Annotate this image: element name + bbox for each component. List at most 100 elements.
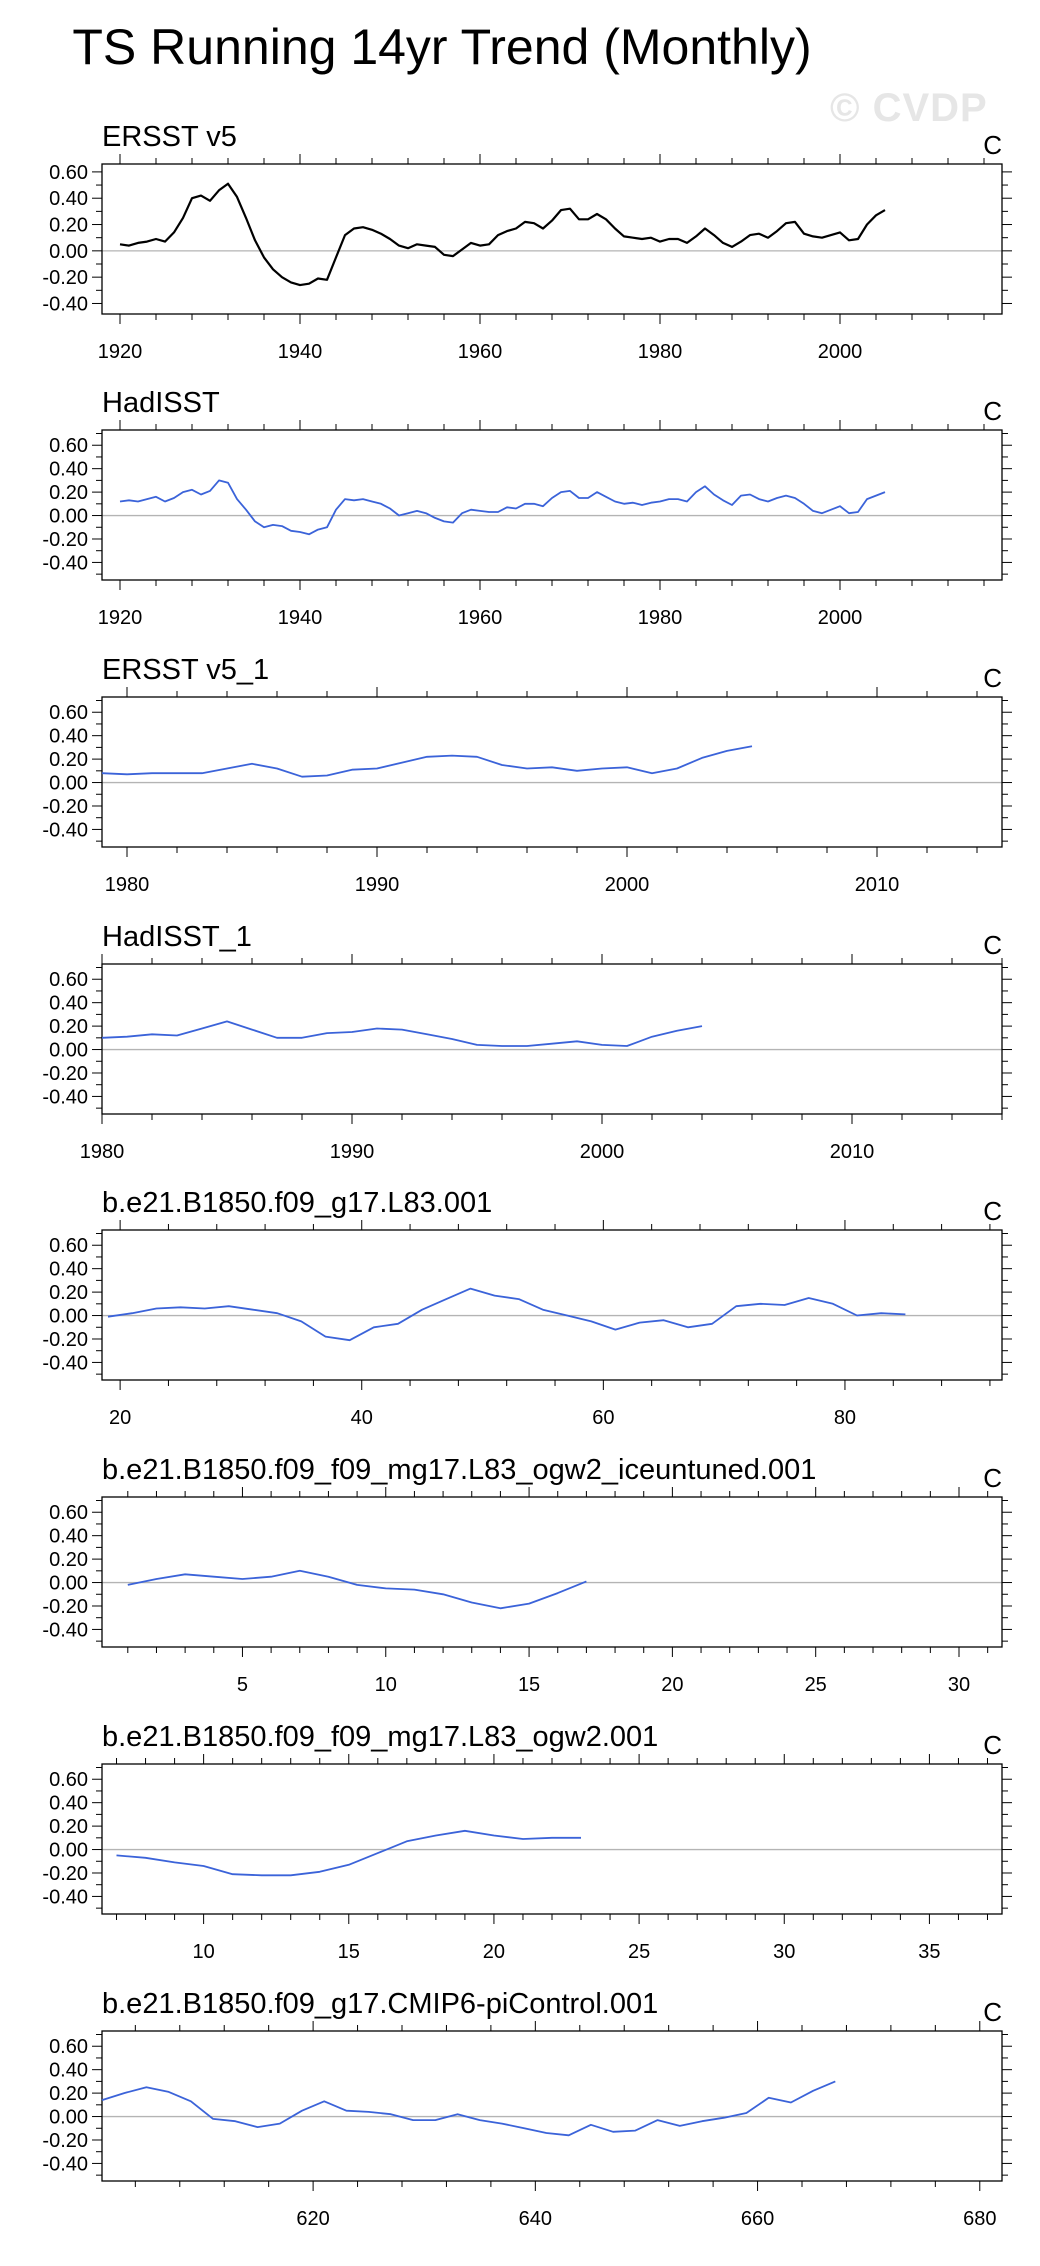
- x-tick-label: 15: [518, 1674, 540, 1696]
- series-line: [128, 1571, 587, 1609]
- x-tick-label: 20: [661, 1674, 683, 1696]
- y-tick-label: -0.20: [42, 1329, 88, 1351]
- series-line: [102, 746, 752, 777]
- x-tick-label: 35: [918, 1941, 940, 1963]
- y-tick-label: 0.20: [49, 482, 88, 504]
- y-tick-label: 0.20: [49, 1816, 88, 1838]
- x-tick-label: 2000: [818, 607, 863, 629]
- y-tick-label: -0.20: [42, 1596, 88, 1618]
- x-tick-label: 1980: [80, 1141, 125, 1163]
- y-tick-label: -0.40: [42, 1619, 88, 1641]
- x-tick-label: 1980: [105, 874, 150, 896]
- x-tick-label: 1940: [278, 341, 323, 363]
- panel-title: b.e21.B1850.f09_g17.L83.001: [102, 1187, 492, 1219]
- x-tick-label: 10: [375, 1674, 397, 1696]
- units-label: C: [983, 1196, 1002, 1226]
- y-tick-label: 0.40: [49, 993, 88, 1015]
- x-tick-label: 2010: [855, 874, 900, 896]
- y-tick-label: 0.00: [49, 1306, 88, 1328]
- plot-frame: [102, 164, 1002, 314]
- plot-frame: [102, 430, 1002, 580]
- series-line: [120, 480, 885, 534]
- y-tick-label: 0.60: [49, 2036, 88, 2058]
- x-tick-label: 1920: [98, 607, 143, 629]
- x-tick-label: 620: [296, 2208, 329, 2230]
- y-tick-label: -0.20: [42, 1863, 88, 1885]
- y-tick-label: 0.20: [49, 1282, 88, 1304]
- x-tick-label: 660: [741, 2208, 774, 2230]
- plot-frame: [102, 1764, 1002, 1914]
- chart-panel-2: HadISST C -0.40-0.200.000.200.400.60 1920 19…: [42, 387, 1012, 629]
- x-tick-label: 1980: [638, 341, 683, 363]
- y-tick-label: 0.40: [49, 188, 88, 210]
- units-label: C: [983, 130, 1002, 160]
- panel-title: ERSST v5: [102, 121, 237, 153]
- y-tick-label: 0.00: [49, 773, 88, 795]
- y-tick-label: 0.20: [49, 1549, 88, 1571]
- chart-panel-6: b.e21.B1850.f09_f09_mg17.L83_ogw2_iceunt…: [42, 1454, 1012, 1696]
- y-tick-label: 0.40: [49, 2060, 88, 2082]
- x-tick-label: 25: [628, 1941, 650, 1963]
- y-tick-label: 0.40: [49, 1793, 88, 1815]
- panel-title: b.e21.B1850.f09_f09_mg17.L83_ogw2_iceunt…: [102, 1454, 816, 1486]
- x-tick-label: 15: [338, 1941, 360, 1963]
- x-tick-label: 2010: [830, 1141, 875, 1163]
- panel-title: HadISST: [102, 387, 220, 419]
- panel-title: b.e21.B1850.f09_g17.CMIP6-piControl.001: [102, 1988, 658, 2020]
- x-tick-label: 640: [519, 2208, 552, 2230]
- series-line: [102, 2081, 835, 2135]
- y-tick-label: 0.00: [49, 506, 88, 528]
- y-tick-label: 0.60: [49, 435, 88, 457]
- series-line: [120, 184, 885, 285]
- plot-frame: [102, 964, 1002, 1114]
- units-label: C: [983, 663, 1002, 693]
- y-tick-label: -0.40: [42, 819, 88, 841]
- x-tick-label: 20: [109, 1407, 131, 1429]
- x-tick-label: 80: [834, 1407, 856, 1429]
- y-tick-label: 0.00: [49, 2107, 88, 2129]
- y-tick-label: 0.20: [49, 2083, 88, 2105]
- x-tick-label: 1960: [458, 341, 503, 363]
- y-tick-label: -0.40: [42, 1886, 88, 1908]
- y-tick-label: -0.20: [42, 267, 88, 289]
- plot-frame: [102, 1497, 1002, 1647]
- y-tick-label: -0.40: [42, 552, 88, 574]
- units-label: C: [983, 1463, 1002, 1493]
- y-tick-label: 0.00: [49, 1573, 88, 1595]
- panel-title: HadISST_1: [102, 921, 252, 953]
- x-tick-label: 30: [773, 1941, 795, 1963]
- y-tick-label: 0.00: [49, 1840, 88, 1862]
- y-tick-label: 0.60: [49, 969, 88, 991]
- units-label: C: [983, 1997, 1002, 2027]
- y-tick-label: -0.20: [42, 2130, 88, 2152]
- plot-frame: [102, 2031, 1002, 2181]
- y-tick-label: 0.00: [49, 241, 88, 263]
- y-tick-label: 0.40: [49, 459, 88, 481]
- x-tick-label: 20: [483, 1941, 505, 1963]
- x-tick-label: 1980: [638, 607, 683, 629]
- y-tick-label: -0.20: [42, 529, 88, 551]
- units-label: C: [983, 930, 1002, 960]
- y-tick-label: 0.40: [49, 1259, 88, 1281]
- units-label: C: [983, 1730, 1002, 1760]
- y-tick-label: -0.20: [42, 796, 88, 818]
- y-tick-label: 0.60: [49, 162, 88, 184]
- x-tick-label: 5: [237, 1674, 248, 1696]
- x-tick-label: 2000: [818, 341, 863, 363]
- y-tick-label: 0.00: [49, 1040, 88, 1062]
- y-tick-label: -0.40: [42, 2153, 88, 2175]
- x-tick-label: 1920: [98, 341, 143, 363]
- x-tick-label: 1940: [278, 607, 323, 629]
- units-label: C: [983, 396, 1002, 426]
- x-tick-label: 1990: [330, 1141, 375, 1163]
- series-line: [108, 1289, 905, 1341]
- y-tick-label: 0.20: [49, 1016, 88, 1038]
- chart-panel-8: b.e21.B1850.f09_g17.CMIP6-piControl.001 C…: [42, 1988, 1012, 2230]
